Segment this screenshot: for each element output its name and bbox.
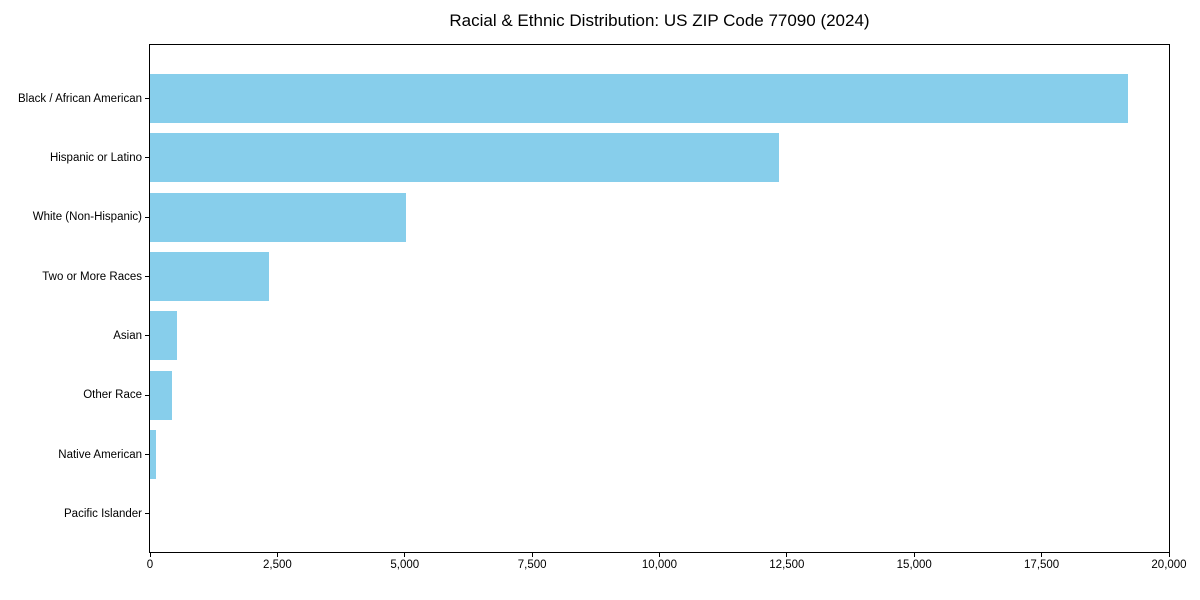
x-tick-label-0: 0 [146, 559, 154, 571]
bar-white-non-hispanic [150, 192, 406, 242]
y-axis-tick [145, 216, 149, 218]
x-tick-label-7500: 7,500 [517, 559, 547, 571]
x-tick-label-12500: 12,500 [769, 559, 805, 571]
y-tick-label-hispanic-or-latino: Hispanic or Latino [49, 151, 142, 164]
y-axis-tick [145, 454, 149, 456]
x-tick-label-10000: 10,000 [641, 559, 678, 571]
x-tick-label-20000: 20,000 [1151, 559, 1187, 571]
y-tick-label-white-non-hispanic: White (Non-Hispanic) [32, 211, 142, 224]
bar-native-american [150, 430, 156, 480]
y-axis-tick [145, 394, 149, 396]
x-axis-tick [276, 553, 278, 557]
x-axis-tick [1168, 553, 1170, 557]
x-tick-label-5000: 5,000 [390, 559, 420, 571]
bar-hispanic-or-latino [150, 133, 779, 183]
x-tick-label-15000: 15,000 [896, 559, 932, 571]
bar-asian [150, 311, 177, 361]
y-axis-tick [145, 513, 149, 515]
bar-black-african-american [150, 74, 1128, 123]
x-axis-tick [531, 553, 533, 557]
plot-area: Black / African American Hispanic or Lati… [18, 44, 1187, 571]
x-axis-tick [659, 553, 660, 557]
y-axis-tick [145, 98, 149, 99]
y-axis-tick [145, 276, 149, 278]
y-tick-label-pacific-islander: Pacific Islander [64, 507, 142, 520]
x-axis-tick [404, 553, 406, 557]
y-tick-label-other-race: Other Race [83, 389, 142, 402]
y-tick-label-asian: Asian [113, 329, 142, 342]
x-axis-tick [913, 553, 915, 557]
y-tick-label-native-american: Native American [58, 448, 142, 461]
y-axis-tick [145, 157, 149, 159]
x-axis-tick [786, 553, 788, 557]
x-tick-label-17500: 17,500 [1024, 559, 1060, 571]
x-tick-label-2500: 2,500 [262, 559, 292, 571]
x-axis-tick [1041, 553, 1043, 557]
bar-two-or-more-races [150, 252, 269, 302]
chart-title: Racial & Ethnic Distribution: US ZIP Cod… [449, 11, 870, 30]
y-tick-label-two-or-more-races: Two or More Races [42, 270, 142, 283]
x-axis-tick [149, 553, 151, 557]
bar-other-race [150, 370, 172, 420]
y-axis-tick [145, 335, 149, 337]
y-tick-label-black-african-american: Black / African American [18, 92, 142, 105]
